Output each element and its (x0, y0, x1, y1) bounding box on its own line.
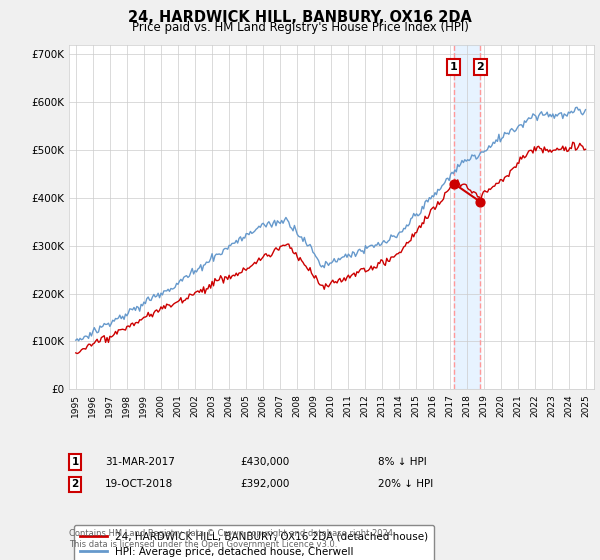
Text: £392,000: £392,000 (240, 479, 289, 489)
Text: 1: 1 (71, 457, 79, 467)
Point (475, 197, 485, 206)
Text: 8% ↓ HPI: 8% ↓ HPI (378, 457, 427, 467)
Text: 2: 2 (476, 62, 484, 72)
Text: £430,000: £430,000 (240, 457, 289, 467)
Text: 2: 2 (71, 479, 79, 489)
Legend: 24, HARDWICK HILL, BANBURY, OX16 2DA (detached house), HPI: Average price, detac: 24, HARDWICK HILL, BANBURY, OX16 2DA (de… (74, 525, 434, 560)
Text: Price paid vs. HM Land Registry's House Price Index (HPI): Price paid vs. HM Land Registry's House … (131, 21, 469, 34)
Text: 19-OCT-2018: 19-OCT-2018 (105, 479, 173, 489)
Bar (454, 45, 480, 389)
Text: 24, HARDWICK HILL, BANBURY, OX16 2DA: 24, HARDWICK HILL, BANBURY, OX16 2DA (128, 10, 472, 25)
Text: 20% ↓ HPI: 20% ↓ HPI (378, 479, 433, 489)
Point (449, 179, 458, 188)
Text: 31-MAR-2017: 31-MAR-2017 (105, 457, 175, 467)
Text: 1: 1 (450, 62, 458, 72)
Text: Contains HM Land Registry data © Crown copyright and database right 2024.
This d: Contains HM Land Registry data © Crown c… (69, 529, 395, 549)
